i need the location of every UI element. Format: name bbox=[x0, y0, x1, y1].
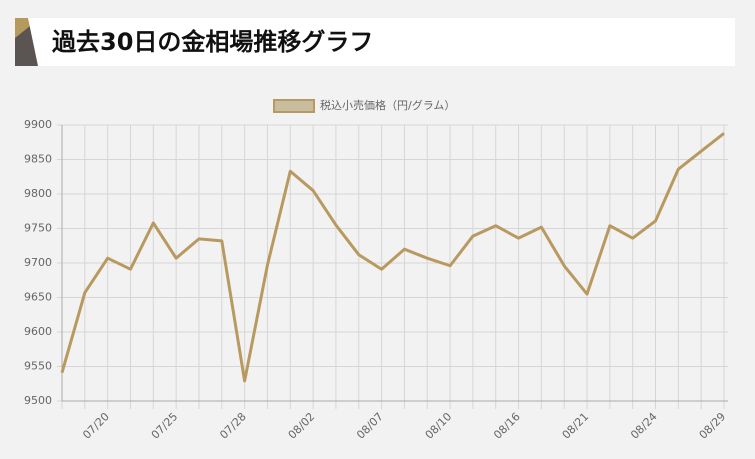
x-tick-label: 08/07 bbox=[354, 410, 386, 442]
legend-swatch bbox=[273, 99, 315, 113]
chart-title: 過去30日の金相場推移グラフ bbox=[52, 28, 373, 56]
x-tick-label: 08/21 bbox=[560, 410, 592, 442]
x-tick-label: 08/16 bbox=[491, 410, 523, 442]
header-icon-cut bbox=[28, 18, 40, 66]
y-tick-label: 9700 bbox=[24, 256, 52, 269]
x-tick-label: 08/24 bbox=[628, 410, 660, 442]
legend-label: 税込小売価格（円/グラム） bbox=[320, 98, 455, 112]
y-tick-label: 9850 bbox=[24, 153, 52, 166]
y-tick-label: 9550 bbox=[24, 360, 52, 373]
series-line bbox=[60, 132, 725, 383]
y-tick-label: 9650 bbox=[24, 291, 52, 304]
y-tick-label: 9500 bbox=[24, 394, 52, 407]
x-tick-label: 07/20 bbox=[80, 410, 112, 442]
y-tick-label: 9800 bbox=[24, 187, 52, 200]
y-tick-label: 9750 bbox=[24, 222, 52, 235]
x-tick-label: 08/29 bbox=[697, 410, 729, 442]
x-tick-label: 08/02 bbox=[286, 410, 318, 442]
x-tick-label: 07/25 bbox=[149, 410, 181, 442]
y-tick-label: 9900 bbox=[24, 118, 52, 131]
x-tick-label: 07/28 bbox=[217, 410, 249, 442]
y-tick-label: 9600 bbox=[24, 325, 52, 338]
header-bar bbox=[15, 18, 735, 66]
x-tick-label: 08/10 bbox=[423, 410, 455, 442]
